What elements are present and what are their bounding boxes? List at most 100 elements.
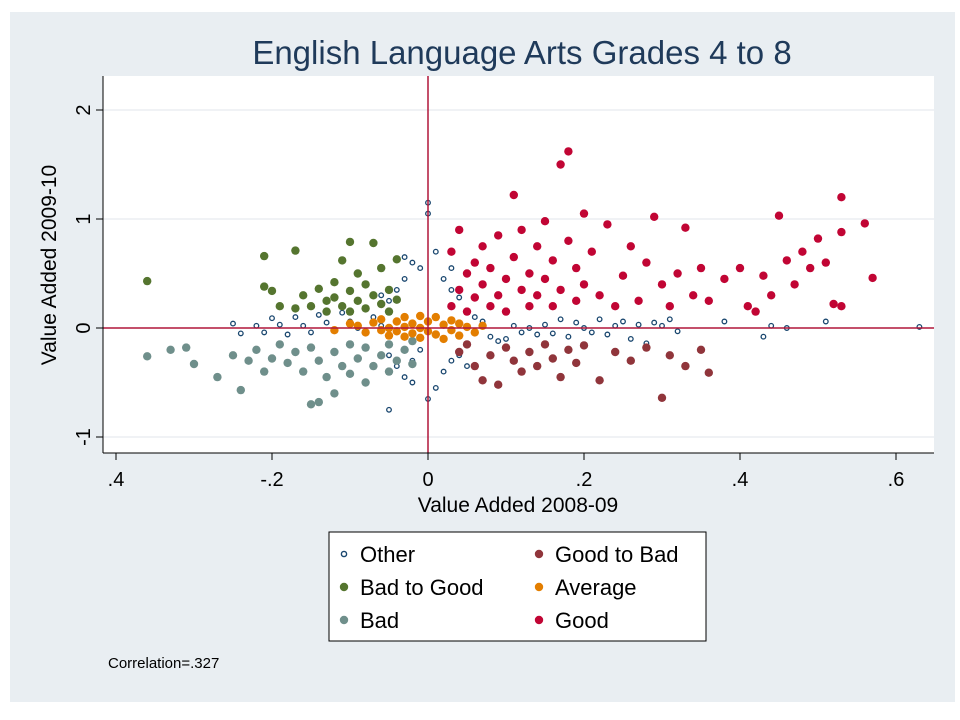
point-bad_to_good: [143, 276, 152, 286]
point-good: [509, 252, 518, 262]
series-good_to_bad: [455, 340, 713, 402]
point-bad_to_good: [260, 251, 269, 261]
point-good: [478, 242, 487, 251]
point-good_to_bad: [642, 343, 651, 352]
point-other: [448, 265, 455, 272]
point-bad_to_good: [306, 302, 316, 311]
point-good_to_bad: [478, 376, 487, 385]
x-tick-label: .4: [732, 469, 749, 491]
legend-box: [328, 531, 707, 642]
point-bad: [299, 367, 308, 376]
point-good: [650, 212, 659, 221]
point-good: [579, 280, 589, 289]
point-average: [470, 328, 479, 337]
point-other: [261, 329, 268, 336]
point-average: [384, 331, 394, 340]
point-other: [448, 357, 455, 364]
point-good: [696, 263, 706, 273]
legend-marker-average: [534, 582, 544, 592]
point-good: [572, 263, 581, 273]
point-bad: [182, 343, 191, 352]
point-bad_to_good: [275, 302, 284, 311]
point-other: [487, 333, 494, 340]
point-average: [447, 316, 456, 325]
y-tick-label: 0: [73, 322, 95, 333]
point-good: [837, 193, 846, 202]
point-good: [447, 247, 456, 256]
point-good: [704, 296, 713, 305]
point-good: [455, 285, 464, 295]
point-good_to_bad: [455, 347, 464, 357]
point-average: [439, 320, 448, 329]
point-bad: [408, 359, 417, 369]
point-good: [533, 291, 542, 300]
point-other: [409, 379, 416, 386]
point-good: [587, 247, 596, 256]
legend-marker-other: [340, 550, 348, 558]
series-good: [447, 147, 877, 316]
point-bad_to_good: [369, 291, 378, 300]
point-other: [292, 314, 299, 321]
point-other: [534, 331, 541, 338]
legend: Other Good to Bad Bad to Good Average Bad Goo…: [328, 531, 707, 642]
point-bad: [330, 389, 339, 398]
point-good_to_bad: [626, 356, 635, 365]
point-good: [509, 190, 518, 200]
point-good: [470, 293, 479, 302]
point-good_to_bad: [470, 361, 479, 371]
point-good: [735, 263, 745, 273]
point-bad_to_good: [345, 307, 355, 316]
point-other: [721, 318, 728, 325]
point-other: [549, 330, 556, 337]
point-average: [400, 322, 409, 332]
point-good: [486, 302, 495, 311]
point-other: [432, 384, 439, 391]
point-good_to_bad: [665, 351, 674, 360]
legend-label-average: Average: [555, 575, 637, 600]
point-good_to_bad: [540, 340, 550, 349]
point-other: [409, 259, 416, 266]
grid-lines: [103, 109, 934, 438]
point-average: [369, 318, 378, 327]
point-average: [400, 332, 409, 341]
point-good: [517, 225, 526, 235]
point-average: [345, 319, 355, 328]
legend-marker-good_to_bad: [534, 549, 544, 559]
point-other: [378, 292, 385, 299]
point-bad: [143, 352, 152, 361]
point-bad_to_good: [267, 286, 277, 296]
point-bad_to_good: [361, 304, 370, 313]
point-good: [806, 263, 815, 273]
point-other: [401, 374, 408, 381]
point-bad: [330, 347, 339, 357]
y-tick-label: 2: [73, 104, 95, 115]
point-other: [565, 333, 572, 340]
point-other: [432, 248, 439, 255]
point-bad: [314, 356, 323, 365]
point-bad_to_good: [369, 238, 378, 248]
point-good: [868, 273, 877, 283]
point-good: [525, 269, 534, 278]
point-bad_to_good: [392, 295, 401, 304]
point-other: [557, 316, 564, 323]
point-good: [494, 291, 503, 300]
point-bad: [189, 359, 199, 369]
x-tick-label: .4: [108, 469, 125, 491]
point-good: [634, 296, 643, 305]
point-good_to_bad: [564, 345, 573, 354]
point-bad: [228, 351, 238, 360]
point-good: [564, 236, 573, 245]
point-good: [689, 291, 698, 300]
y-axis-title: Value Added 2009-10: [38, 165, 61, 365]
point-bad: [314, 397, 323, 407]
point-other: [440, 368, 447, 375]
point-bad: [306, 400, 316, 409]
point-good: [494, 231, 503, 240]
point-bad: [275, 340, 284, 349]
data-points: [143, 147, 923, 413]
point-average: [361, 328, 370, 337]
point-good: [579, 209, 589, 218]
point-good_to_bad: [486, 351, 495, 360]
point-other: [588, 329, 595, 336]
point-good: [486, 263, 495, 273]
